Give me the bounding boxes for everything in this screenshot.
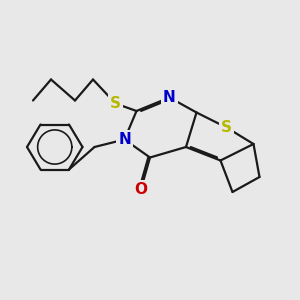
- Text: S: S: [221, 120, 232, 135]
- Text: N: N: [118, 132, 131, 147]
- Text: S: S: [110, 96, 121, 111]
- Text: N: N: [163, 90, 176, 105]
- Text: O: O: [134, 182, 148, 196]
